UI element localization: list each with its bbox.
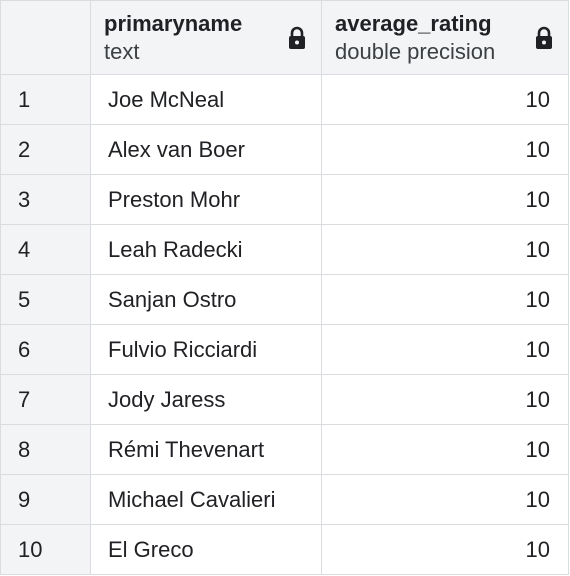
cell-average-rating[interactable]: 10 [321,324,569,375]
cell-primaryname[interactable]: Leah Radecki [90,224,322,275]
cell-primaryname[interactable]: Sanjan Ostro [90,274,322,325]
table-row[interactable]: 1 Joe McNeal 10 [0,74,569,125]
cell-average-rating[interactable]: 10 [321,124,569,175]
row-number[interactable]: 2 [0,124,91,175]
row-number[interactable]: 1 [0,74,91,125]
column-header-average-rating[interactable]: average_rating double precision [321,0,569,75]
table-row[interactable]: 8 Rémi Thevenart 10 [0,424,569,475]
cell-primaryname[interactable]: Preston Mohr [90,174,322,225]
cell-primaryname[interactable]: Michael Cavalieri [90,474,322,525]
table-row[interactable]: 2 Alex van Boer 10 [0,124,569,175]
column-type: text [104,38,140,64]
cell-primaryname[interactable]: Rémi Thevenart [90,424,322,475]
cell-average-rating[interactable]: 10 [321,74,569,125]
table-row[interactable]: 3 Preston Mohr 10 [0,174,569,225]
cell-primaryname[interactable]: Jody Jaress [90,374,322,425]
column-type: double precision [335,38,496,64]
cell-average-rating[interactable]: 10 [321,424,569,475]
table-row[interactable]: 5 Sanjan Ostro 10 [0,274,569,325]
header-row: primaryname text average_rating double p… [0,0,569,75]
cell-average-rating[interactable]: 10 [321,524,569,575]
table-row[interactable]: 4 Leah Radecki 10 [0,224,569,275]
cell-average-rating[interactable]: 10 [321,474,569,525]
column-header-primaryname[interactable]: primaryname text [90,0,322,75]
cell-primaryname[interactable]: El Greco [90,524,322,575]
row-number[interactable]: 6 [0,324,91,375]
row-number[interactable]: 7 [0,374,91,425]
cell-average-rating[interactable]: 10 [321,374,569,425]
table-row[interactable]: 7 Jody Jaress 10 [0,374,569,425]
lock-icon [536,26,552,49]
row-number[interactable]: 8 [0,424,91,475]
column-name: average_rating [335,10,492,36]
column-name: primaryname [104,10,243,36]
cell-average-rating[interactable]: 10 [321,274,569,325]
cell-primaryname[interactable]: Fulvio Ricciardi [90,324,322,375]
table-row[interactable]: 6 Fulvio Ricciardi 10 [0,324,569,375]
cell-primaryname[interactable]: Joe McNeal [90,74,322,125]
row-number[interactable]: 9 [0,474,91,525]
row-number-header[interactable] [0,0,91,75]
row-number[interactable]: 5 [0,274,91,325]
lock-icon [289,26,305,49]
table-row[interactable]: 9 Michael Cavalieri 10 [0,474,569,525]
row-number[interactable]: 4 [0,224,91,275]
cell-average-rating[interactable]: 10 [321,174,569,225]
table-row[interactable]: 10 El Greco 10 [0,524,569,575]
row-number[interactable]: 10 [0,524,91,575]
cell-average-rating[interactable]: 10 [321,224,569,275]
cell-primaryname[interactable]: Alex van Boer [90,124,322,175]
row-number[interactable]: 3 [0,174,91,225]
